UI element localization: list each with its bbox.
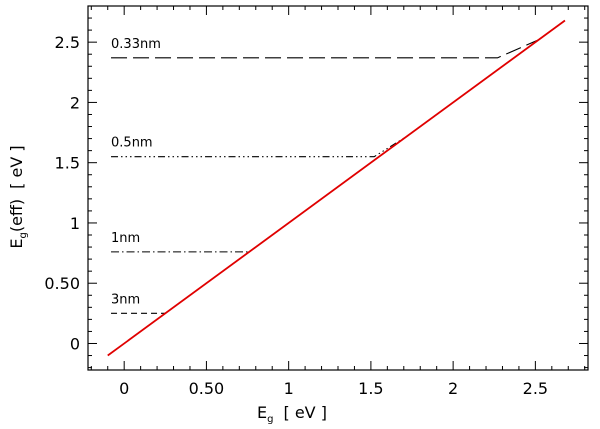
y-axis-label-unit: [ eV ] xyxy=(7,145,26,188)
x-tick-label: 0.50 xyxy=(189,379,225,398)
y-tick-label: 0 xyxy=(70,334,80,353)
x-axis-label: Eg [ eV ] xyxy=(257,403,327,425)
x-axis-label-sub: g xyxy=(267,414,273,425)
y-tick-label: 2.5 xyxy=(55,33,80,52)
x-tick-label: 2 xyxy=(448,379,458,398)
series-annotation: 1nm xyxy=(111,231,140,246)
x-axis-label-main: E xyxy=(257,403,267,422)
x-tick-label: 1 xyxy=(284,379,294,398)
series-lines xyxy=(111,39,539,314)
reference-line-layer xyxy=(107,19,566,357)
y-tick-label: 0.50 xyxy=(44,274,80,293)
ticks: 0 0.50 1 1.5 2 2.5 0 0.50 1 1.5 2 2.5 xyxy=(44,6,588,398)
y-axis-label-mid: (eff) xyxy=(7,199,26,232)
y-axis-label: Eg(eff) [ eV ] xyxy=(7,145,29,248)
y-tick-label: 1.5 xyxy=(55,154,80,173)
series-annotations: 0.33nm 0.5nm 1nm 3nm xyxy=(111,37,161,308)
x-tick-label: 1.5 xyxy=(358,379,383,398)
y-tick-label: 1 xyxy=(70,214,80,233)
series-annotation: 0.5nm xyxy=(111,136,153,151)
x-tick-label: 0 xyxy=(119,379,129,398)
reference-line-red xyxy=(107,19,566,357)
y-axis-label-main: E xyxy=(7,239,26,249)
series-line-0.33nm xyxy=(111,39,539,59)
y-tick-label: 2 xyxy=(70,93,80,112)
series-line-0.5nm xyxy=(111,135,408,158)
series-annotation: 0.33nm xyxy=(111,37,161,52)
y-axis-label-sub: g xyxy=(18,232,29,238)
x-tick-label: 2.5 xyxy=(523,379,548,398)
series-annotation: 3nm xyxy=(111,292,140,307)
x-axis-label-unit: [ eV ] xyxy=(284,403,327,422)
